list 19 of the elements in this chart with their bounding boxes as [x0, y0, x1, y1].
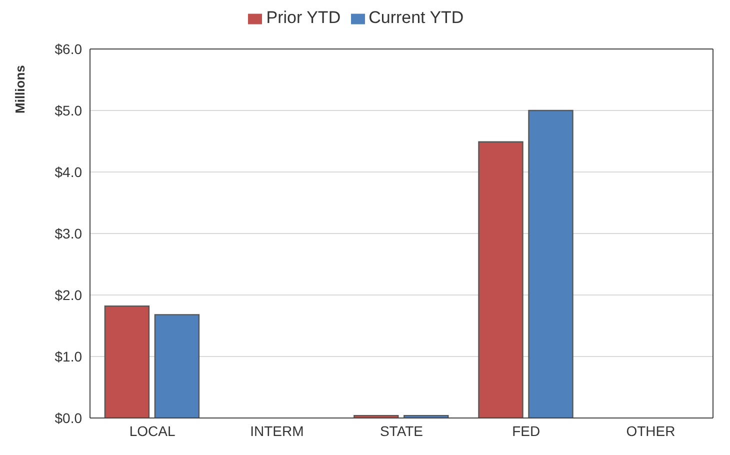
y-tick-label: $6.0: [54, 40, 82, 57]
x-tick-label: FED: [512, 422, 540, 439]
y-tick-label: $5.0: [54, 102, 82, 118]
y-tick-label: $2.0: [54, 286, 82, 303]
x-tick-label: LOCAL: [129, 422, 176, 439]
y-tick-label: $4.0: [54, 164, 82, 180]
y-tick-label: $0.0: [54, 410, 82, 426]
legend-label: Prior YTD: [266, 8, 341, 27]
x-tick-label: OTHER: [626, 422, 676, 439]
bar: [104, 305, 150, 418]
legend-label: Current YTD: [368, 8, 464, 27]
x-tick-label: STATE: [380, 422, 424, 439]
bar: [154, 314, 200, 418]
y-tick-label: $3.0: [54, 225, 82, 242]
x-tick-label: INTERM: [250, 422, 304, 439]
bar: [478, 141, 524, 418]
bar: [528, 110, 574, 418]
y-axis-title: Millions: [12, 65, 28, 114]
y-tick-label: $1.0: [54, 348, 82, 364]
